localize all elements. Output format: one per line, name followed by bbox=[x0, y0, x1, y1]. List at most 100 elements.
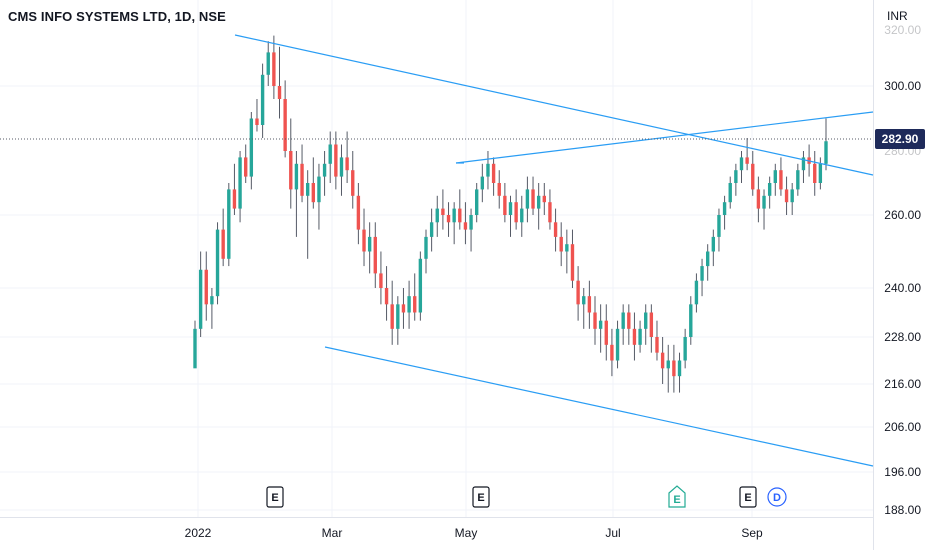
candle-body bbox=[593, 312, 597, 329]
candle-body bbox=[503, 195, 507, 215]
candle bbox=[604, 304, 608, 361]
candle-body bbox=[598, 320, 603, 329]
candle bbox=[773, 163, 777, 196]
candle bbox=[779, 157, 783, 196]
candle bbox=[666, 344, 670, 393]
candle-body bbox=[227, 189, 231, 259]
event-marker-dividend[interactable]: D bbox=[767, 487, 787, 507]
price-tick-label: 188.00 bbox=[884, 503, 921, 517]
candle-body bbox=[334, 144, 338, 177]
candle bbox=[745, 138, 749, 171]
candle-body bbox=[762, 195, 766, 209]
candle-body bbox=[525, 189, 530, 209]
candle bbox=[469, 208, 473, 252]
candle bbox=[689, 296, 693, 345]
candle bbox=[565, 229, 569, 274]
candle-body bbox=[418, 258, 423, 313]
earnings-badge bbox=[472, 486, 490, 508]
candle-body bbox=[627, 312, 631, 329]
candle bbox=[801, 151, 806, 183]
candle bbox=[536, 183, 541, 230]
candle-body bbox=[514, 202, 518, 223]
candle bbox=[452, 202, 456, 245]
candle-body bbox=[745, 157, 749, 164]
candle-body bbox=[739, 157, 744, 171]
candle bbox=[784, 176, 789, 215]
candle bbox=[362, 208, 366, 267]
candle bbox=[503, 183, 507, 223]
trendline-rising-resistance[interactable] bbox=[455, 111, 874, 164]
candle-body bbox=[542, 195, 546, 203]
event-label: E bbox=[744, 492, 751, 504]
time-tick-label: 2022 bbox=[185, 526, 212, 540]
candle-body bbox=[565, 244, 569, 252]
candle-body bbox=[221, 229, 225, 259]
candle bbox=[413, 273, 417, 321]
candle bbox=[480, 163, 485, 203]
candle bbox=[367, 222, 372, 274]
time-tick-label: May bbox=[455, 526, 478, 540]
candle bbox=[373, 222, 377, 288]
candle bbox=[683, 328, 687, 369]
candle-body bbox=[396, 304, 400, 329]
candle-body bbox=[632, 328, 637, 345]
candle bbox=[796, 163, 800, 196]
event-marker-teal[interactable]: E bbox=[668, 485, 686, 508]
candle-body bbox=[317, 176, 321, 203]
candle-body bbox=[677, 360, 682, 377]
trendline-lower-descending[interactable] bbox=[324, 346, 874, 467]
event-marker-earnings[interactable]: E bbox=[472, 486, 490, 508]
last-price-tag-bg bbox=[875, 129, 925, 149]
candle bbox=[694, 273, 699, 313]
candle bbox=[598, 304, 603, 353]
candle-body bbox=[367, 236, 372, 252]
candle bbox=[384, 266, 389, 321]
candle bbox=[446, 202, 451, 237]
event-marker-earnings[interactable]: E bbox=[739, 486, 757, 508]
candle bbox=[491, 157, 496, 196]
candle-body bbox=[610, 344, 614, 361]
candle-body bbox=[722, 202, 727, 215]
candle bbox=[587, 280, 592, 329]
candle bbox=[722, 195, 727, 230]
candle bbox=[542, 183, 546, 215]
candle bbox=[576, 266, 580, 321]
candle bbox=[638, 320, 642, 353]
candle bbox=[672, 344, 676, 393]
candle-body bbox=[362, 229, 366, 252]
candle-body bbox=[300, 163, 304, 196]
candle-body bbox=[260, 74, 265, 125]
candle-body bbox=[711, 236, 716, 252]
candle bbox=[294, 151, 299, 237]
candle-body bbox=[818, 163, 823, 183]
candle-body bbox=[283, 99, 287, 151]
candle-body bbox=[441, 208, 445, 215]
candle bbox=[463, 202, 468, 245]
dividend-circle bbox=[767, 487, 787, 507]
price-tick-label: 228.00 bbox=[884, 330, 921, 344]
candle-body bbox=[570, 244, 575, 281]
time-tick-label: Jul bbox=[605, 526, 620, 540]
trendline-upper-descending[interactable] bbox=[234, 34, 874, 176]
candle-body bbox=[520, 208, 524, 223]
candle-body bbox=[813, 163, 817, 183]
currency-label: INR bbox=[887, 9, 908, 23]
candle bbox=[311, 157, 316, 209]
candle bbox=[277, 46, 282, 119]
candle-body bbox=[469, 215, 473, 230]
candle bbox=[322, 151, 327, 196]
candle-body bbox=[655, 337, 659, 353]
candle bbox=[317, 163, 321, 230]
candle bbox=[300, 144, 304, 203]
last-price-value: 282.90 bbox=[882, 132, 919, 146]
event-marker-earnings[interactable]: E bbox=[266, 486, 284, 508]
candle-body bbox=[621, 312, 625, 329]
candle bbox=[593, 296, 597, 345]
candle-body bbox=[548, 202, 552, 223]
candle-body bbox=[311, 183, 316, 203]
candle-body bbox=[587, 296, 592, 313]
candle bbox=[615, 320, 620, 369]
candle bbox=[345, 131, 349, 183]
